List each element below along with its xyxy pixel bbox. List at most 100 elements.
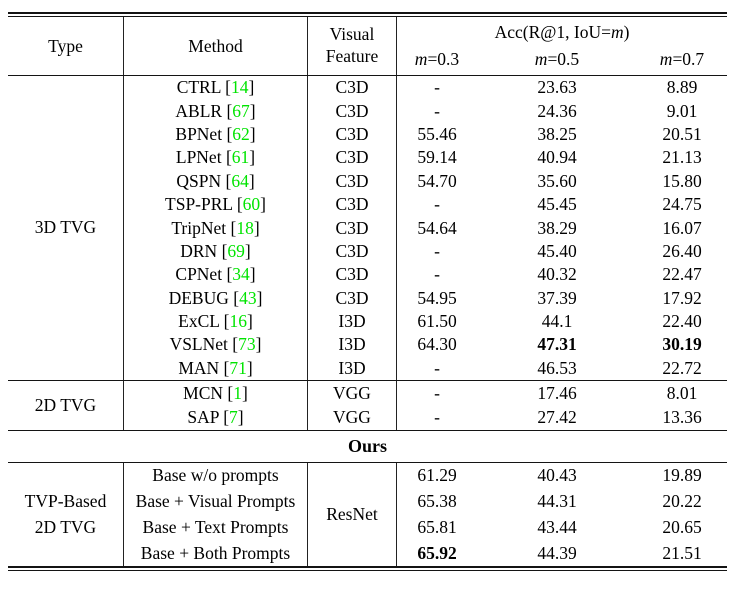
value-cell: 54.95 [417,287,457,308]
results-table: Type Method Visual Feature Acc(R@1, IoU=… [8,12,727,572]
value-cell: 20.51 [662,123,702,144]
table-row: 55.46 38.25 20.51 [397,123,727,146]
feature-cell: VGG [333,382,371,403]
citation-link[interactable]: 71 [229,357,247,378]
value-cell: 17.92 [662,287,702,308]
top-double-rule [8,12,727,17]
citation-link[interactable]: 61 [231,147,250,168]
method-cell: BPNet [62] [175,123,256,144]
method-cell: Base w/o prompts [152,465,279,486]
header-method: Method [123,17,308,75]
value-cell: 9.01 [666,100,698,121]
value-cell: 15.80 [662,170,702,191]
citation-link[interactable]: 16 [229,311,248,332]
method-cell: Base + Both Prompts [140,542,291,563]
method-cell: DEBUG [43] [168,287,263,308]
citation-link[interactable]: 43 [239,287,257,308]
value-cell: 17.46 [537,382,577,403]
values-column: -23.63 8.89-24.36 9.01 55.46 38.25 20.51 59.14… [397,76,727,380]
citation-link[interactable]: 34 [232,264,250,285]
group-type-label: 3D TVG [34,217,97,238]
value-cell: - [434,194,440,215]
method-cell: MAN [71] [178,357,253,378]
citation-link[interactable]: 69 [227,240,245,261]
citation-link[interactable]: 62 [232,123,250,144]
group-separator-rule [8,380,727,382]
header-acc-title: Acc(R@1, IoU=m) [397,22,727,43]
table-row: - 17.46 8.01 [397,381,727,406]
table-header: Type Method Visual Feature Acc(R@1, IoU=… [8,17,727,75]
method-cell: TripNet [18] [171,217,260,238]
table-row: 59.14 40.94 21.13 [397,146,727,169]
citation-link[interactable]: 7 [229,407,238,428]
value-cell: 35.60 [537,170,577,191]
table-row: 54.95 37.39 17.92 [397,287,727,310]
method-cell: SAP [7] [187,407,244,428]
value-cell: 8.01 [666,382,698,403]
header-m05: m=0.5 [477,49,637,70]
feature-column: ResNet [308,463,397,567]
value-cell: 20.65 [662,517,702,538]
value-cell: 22.72 [662,357,702,378]
value-cell: 45.45 [537,194,577,215]
value-cell: 21.51 [662,542,702,563]
values-column: - 17.46 8.01 - 27.42 13.36 [397,381,727,430]
citation-link[interactable]: 18 [236,217,254,238]
value-cell: 61.29 [417,465,457,486]
value-cell: 20.22 [662,491,702,512]
feature-cell: C3D [335,147,369,168]
header-visual-feature: Visual Feature [308,17,397,75]
value-cell: 45.40 [537,240,577,261]
header-visual-feature-line1: Visual [329,24,375,45]
value-cell: - [434,100,440,121]
feature-cell: C3D [335,123,369,144]
value-cell: - [434,77,440,98]
method-cell: Base + Visual Prompts [135,491,296,512]
header-m07: m=0.7 [637,49,727,70]
value-cell: 40.43 [537,465,577,486]
value-cell: 44.31 [537,491,577,512]
value-cell: 38.29 [537,217,577,238]
value-cell: 65.81 [417,517,457,538]
value-cell: 43.44 [537,517,577,538]
feature-cell: C3D [335,100,369,121]
value-cell: 47.31 [537,334,577,355]
value-cell: 44.39 [537,542,577,563]
citation-link[interactable]: 14 [230,77,249,98]
value-cell: 8.89 [666,77,698,98]
table-row: - 45.45 24.75 [397,193,727,216]
feature-span-cell: ResNet [326,504,378,525]
header-m03: m=0.3 [397,49,477,70]
citation-link[interactable]: 67 [232,100,250,121]
table-row: - 46.53 22.72 [397,357,727,380]
ours-bottom-rule [8,462,727,464]
method-column: MCN [1] SAP [7] [123,381,308,431]
citation-link[interactable]: 1 [233,382,242,403]
feature-cell: I3D [338,357,366,378]
value-cell: 23.63 [537,77,577,98]
citation-link[interactable]: 64 [231,170,249,191]
m05-var: m [534,48,548,69]
value-cell: 30.19 [662,334,702,355]
value-cell: 65.38 [417,491,457,512]
value-cell: 13.36 [662,407,702,428]
feature-cell: C3D [335,240,369,261]
bottom-double-rule [8,566,727,572]
table-row: 61.50 44.1 22.40 [397,310,727,333]
value-cell: 40.32 [537,264,577,285]
method-cell: MCN [1] [183,382,248,403]
citation-link[interactable]: 73 [238,334,256,355]
citation-link[interactable]: 60 [242,194,261,215]
m03-var: m [414,48,428,69]
value-cell: 61.50 [417,311,457,332]
header-acc-group: Acc(R@1, IoU=m) m=0.3 m=0.5 m=0.7 [397,17,727,75]
value-cell: 54.70 [417,170,457,191]
feature-cell: C3D [335,194,369,215]
feature-cell: I3D [338,334,366,355]
type-column: 3D TVG [8,76,123,380]
ours-section-label: Ours [347,436,387,457]
method-cell: DRN [69] [180,240,251,261]
feature-cell: C3D [335,77,369,98]
table-row: - 45.40 26.40 [397,240,727,263]
